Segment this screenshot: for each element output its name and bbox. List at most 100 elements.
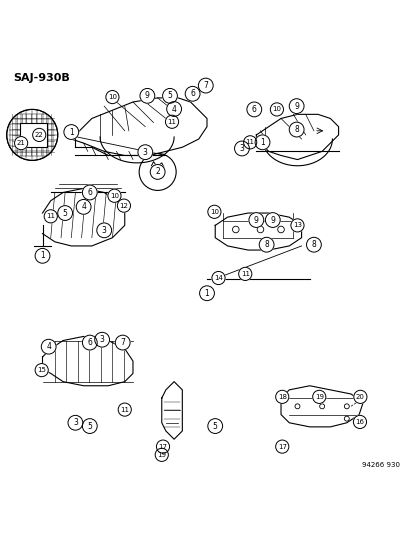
Text: 5: 5 bbox=[212, 422, 217, 431]
Circle shape bbox=[7, 109, 57, 160]
Text: 17: 17 bbox=[158, 443, 167, 450]
Text: 12: 12 bbox=[119, 203, 128, 208]
Text: 1: 1 bbox=[204, 289, 209, 298]
Text: 4: 4 bbox=[81, 203, 86, 212]
Circle shape bbox=[64, 125, 78, 140]
Circle shape bbox=[44, 210, 57, 223]
Circle shape bbox=[234, 141, 249, 156]
Text: 11: 11 bbox=[245, 139, 254, 146]
Circle shape bbox=[95, 332, 109, 347]
Circle shape bbox=[275, 390, 288, 403]
Circle shape bbox=[33, 128, 46, 141]
Circle shape bbox=[289, 99, 303, 114]
Circle shape bbox=[353, 415, 366, 429]
Circle shape bbox=[35, 364, 48, 377]
Circle shape bbox=[275, 440, 288, 453]
Circle shape bbox=[238, 268, 251, 280]
Circle shape bbox=[117, 199, 130, 212]
Text: 11: 11 bbox=[240, 271, 249, 277]
Text: 7: 7 bbox=[203, 81, 208, 90]
Text: 21: 21 bbox=[17, 140, 26, 146]
Text: 3: 3 bbox=[73, 418, 78, 427]
Text: 9: 9 bbox=[253, 215, 258, 224]
Circle shape bbox=[165, 115, 178, 128]
Text: 9: 9 bbox=[145, 91, 150, 100]
Text: 8: 8 bbox=[294, 125, 298, 134]
Text: 6: 6 bbox=[87, 188, 92, 197]
Text: 22: 22 bbox=[35, 132, 43, 138]
Text: 19: 19 bbox=[157, 452, 166, 458]
Circle shape bbox=[353, 390, 366, 403]
Circle shape bbox=[243, 136, 256, 149]
Text: 15: 15 bbox=[37, 367, 46, 373]
Circle shape bbox=[156, 440, 169, 453]
Circle shape bbox=[138, 145, 152, 159]
Text: 10: 10 bbox=[209, 209, 218, 215]
Circle shape bbox=[306, 237, 320, 252]
Text: 20: 20 bbox=[355, 394, 364, 400]
Text: 3: 3 bbox=[142, 148, 147, 157]
Text: 4: 4 bbox=[171, 104, 176, 114]
Circle shape bbox=[166, 102, 181, 116]
Circle shape bbox=[150, 165, 165, 179]
Circle shape bbox=[115, 335, 130, 350]
Text: 8: 8 bbox=[311, 240, 316, 249]
Circle shape bbox=[185, 86, 199, 101]
Circle shape bbox=[82, 335, 97, 350]
Circle shape bbox=[108, 189, 121, 203]
Text: 11: 11 bbox=[167, 119, 176, 125]
Circle shape bbox=[265, 213, 280, 228]
Text: 19: 19 bbox=[314, 394, 323, 400]
Text: 6: 6 bbox=[190, 90, 195, 98]
Text: 4: 4 bbox=[46, 342, 51, 351]
Text: 5: 5 bbox=[87, 422, 92, 431]
Text: 5: 5 bbox=[167, 91, 172, 100]
Text: 3: 3 bbox=[100, 335, 104, 344]
Circle shape bbox=[82, 418, 97, 433]
Text: 5: 5 bbox=[62, 208, 67, 217]
Circle shape bbox=[246, 102, 261, 117]
Circle shape bbox=[259, 237, 273, 252]
Text: 1: 1 bbox=[69, 127, 74, 136]
Text: 3: 3 bbox=[102, 226, 107, 235]
Circle shape bbox=[57, 206, 72, 221]
Circle shape bbox=[162, 88, 177, 103]
Text: 11: 11 bbox=[46, 213, 55, 220]
Circle shape bbox=[155, 448, 168, 462]
Circle shape bbox=[76, 199, 91, 214]
Circle shape bbox=[248, 213, 263, 228]
Text: 10: 10 bbox=[108, 94, 116, 100]
Text: 14: 14 bbox=[214, 275, 223, 281]
Circle shape bbox=[41, 340, 56, 354]
Text: 1: 1 bbox=[259, 138, 264, 147]
Text: 3: 3 bbox=[239, 144, 244, 153]
Circle shape bbox=[140, 88, 154, 103]
Circle shape bbox=[118, 403, 131, 416]
Text: 94266 930: 94266 930 bbox=[361, 462, 399, 468]
Text: 7: 7 bbox=[120, 338, 125, 347]
Text: 10: 10 bbox=[110, 193, 119, 199]
Text: SAJ-930B: SAJ-930B bbox=[14, 73, 70, 83]
Text: 6: 6 bbox=[87, 338, 92, 347]
Text: 8: 8 bbox=[263, 240, 268, 249]
Circle shape bbox=[289, 122, 303, 137]
Circle shape bbox=[254, 135, 269, 150]
Text: 9: 9 bbox=[294, 102, 298, 111]
Circle shape bbox=[211, 271, 225, 285]
Text: 13: 13 bbox=[292, 222, 301, 228]
Circle shape bbox=[312, 390, 325, 403]
Text: 6: 6 bbox=[251, 105, 256, 114]
Circle shape bbox=[290, 219, 303, 232]
Text: 10: 10 bbox=[272, 107, 281, 112]
Circle shape bbox=[198, 78, 213, 93]
Circle shape bbox=[207, 205, 221, 219]
Circle shape bbox=[14, 136, 28, 150]
Circle shape bbox=[82, 185, 97, 200]
Text: 11: 11 bbox=[120, 407, 129, 413]
Circle shape bbox=[207, 418, 222, 433]
Circle shape bbox=[270, 103, 283, 116]
Text: 9: 9 bbox=[270, 215, 275, 224]
Circle shape bbox=[97, 223, 112, 238]
Text: 18: 18 bbox=[277, 394, 286, 400]
Circle shape bbox=[35, 248, 50, 263]
